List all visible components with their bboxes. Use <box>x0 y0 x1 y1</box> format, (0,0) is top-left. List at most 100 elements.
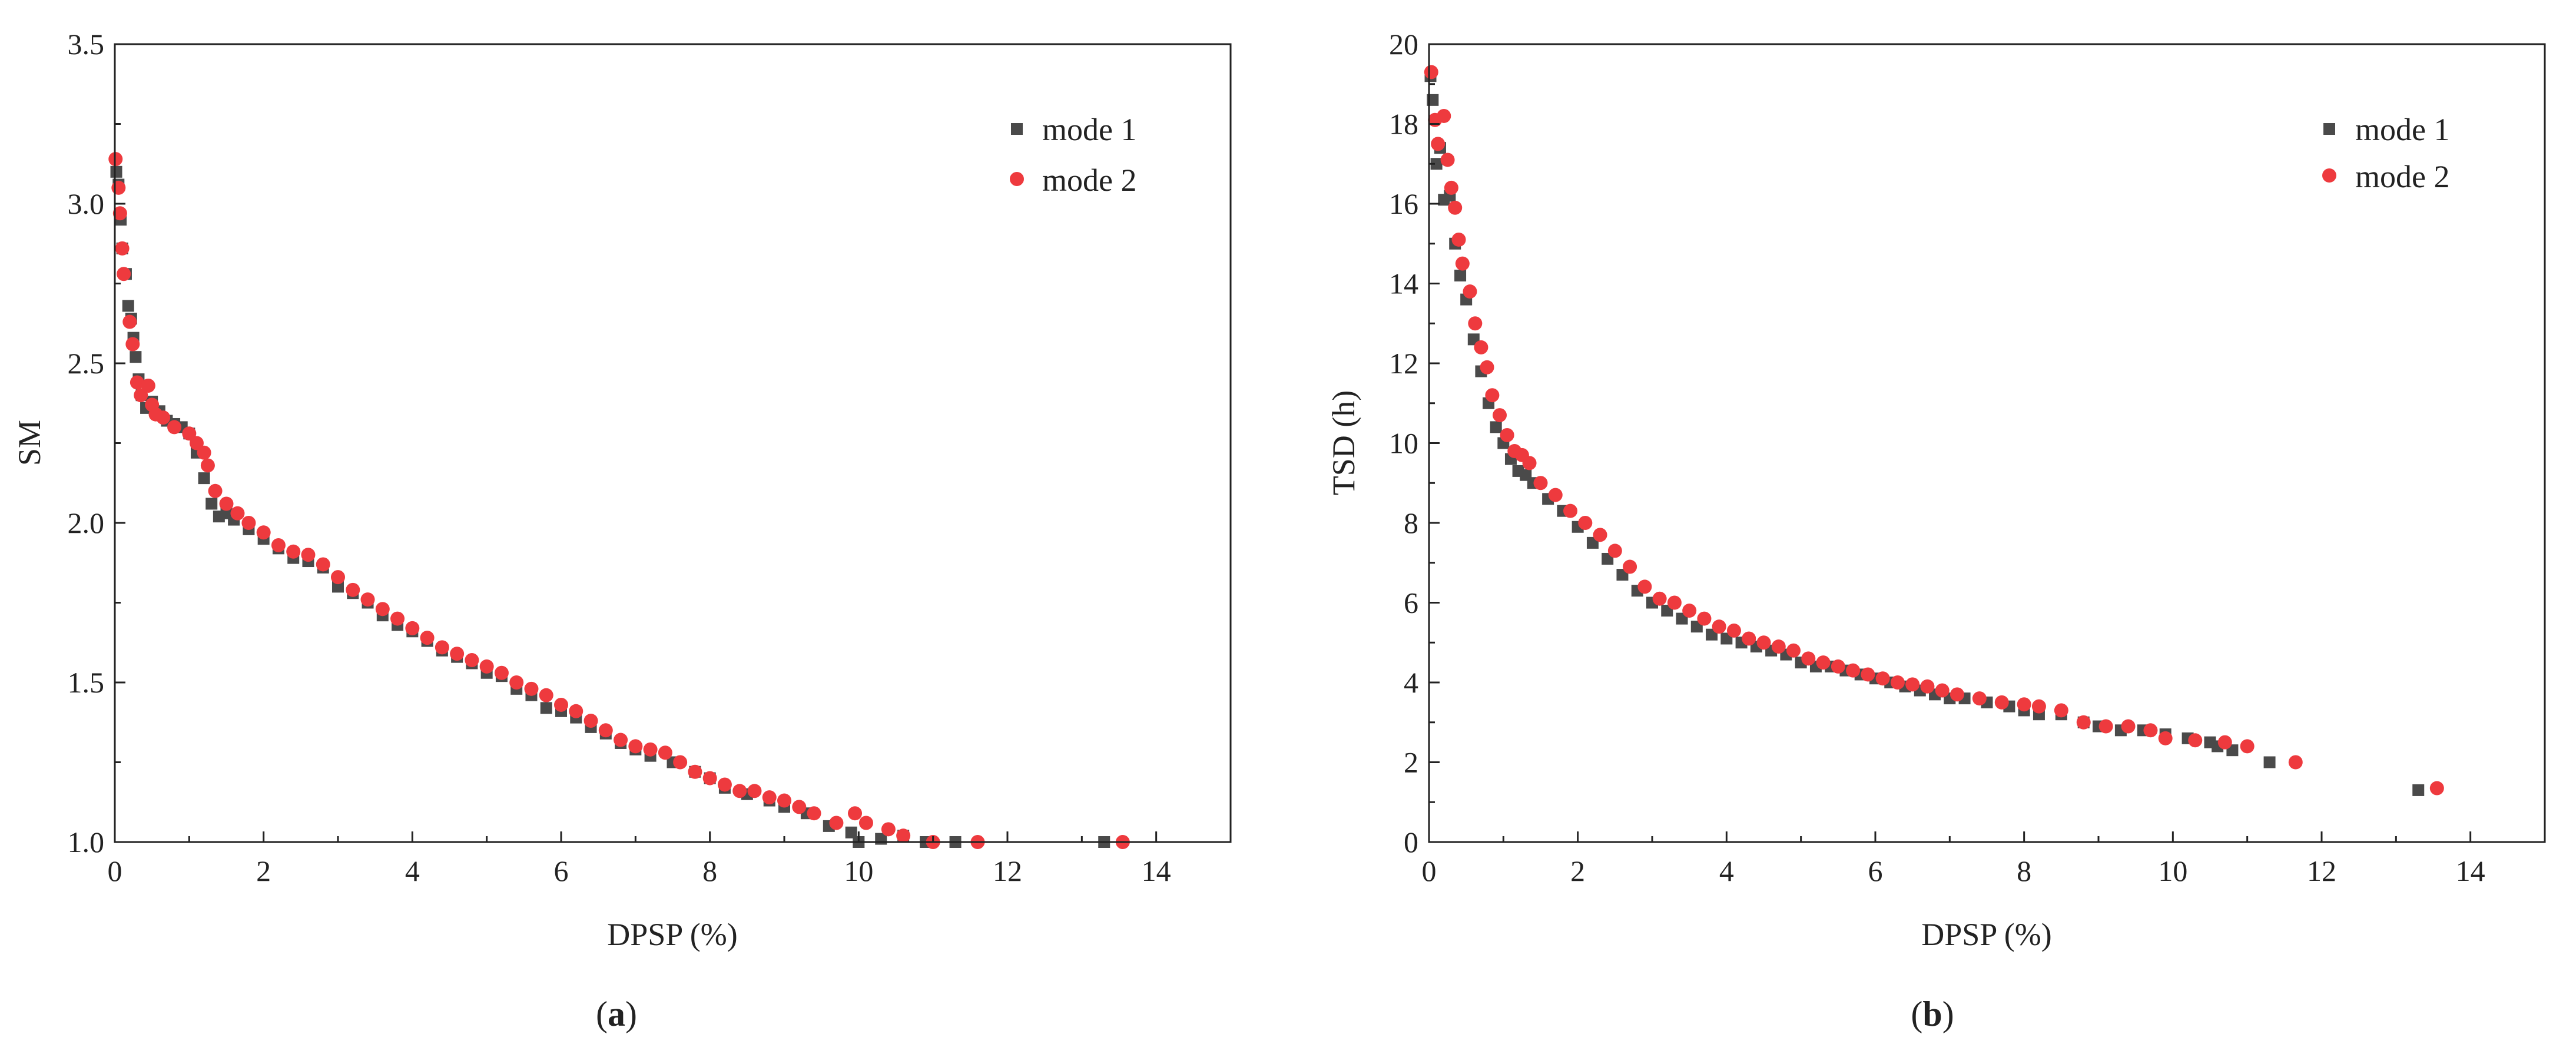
panel-a-mode2-point <box>465 653 479 668</box>
panel-b-mode2-point <box>1816 655 1831 670</box>
panel-a-x-tick-label: 4 <box>405 854 420 887</box>
panel-b-y-tick-label: 2 <box>1404 746 1418 779</box>
panel-a-legend-mode1-marker <box>1011 123 1023 135</box>
panel-b-mode2-point <box>2143 723 2158 738</box>
panel-a-mode2-point <box>167 420 182 435</box>
panel-b-mode2-point <box>1861 667 1875 682</box>
panel-a-x-tick-label: 2 <box>256 854 271 887</box>
panel-b-mode2-point <box>1786 643 1801 658</box>
panel-a-mode2-point <box>420 631 435 645</box>
panel-a-mode2-point <box>614 733 628 747</box>
panel-a-legend-mode1-label: mode 1 <box>1042 112 1136 147</box>
panel-a-mode2-point <box>792 800 807 814</box>
panel-a-legend: mode 1 mode 2 <box>1010 112 1136 198</box>
panel-a-mode2-point <box>539 688 553 702</box>
panel-b-mode1-point <box>1430 158 1443 170</box>
panel-b-mode2-point <box>1920 679 1935 694</box>
panel-b-mode2-point <box>1424 65 1438 79</box>
panel-a-mode2-point <box>182 426 197 441</box>
panel-b-mode1-point <box>2263 756 2276 768</box>
panel-a-mode2-point <box>117 267 131 281</box>
panel-a-mode2-point <box>316 557 330 572</box>
panel-b-x-tick-label: 8 <box>2017 854 2031 887</box>
panel-b-mode2-point <box>2217 735 2232 750</box>
panel-a-mode2-point <box>130 375 144 390</box>
panel-b-mode2-point <box>1652 591 1667 606</box>
panel-a-mode2-point <box>346 582 360 597</box>
panel-a-mode1-point <box>205 498 218 510</box>
panel-b-mode2-point <box>2240 739 2255 754</box>
panel-a-mode1-point <box>110 165 122 178</box>
panel-b-mode2-point <box>1451 232 1466 247</box>
panel-a-x-tick-label: 10 <box>844 854 873 887</box>
panel-a-mode2-point <box>848 806 863 821</box>
panel-b-mode2-point <box>1875 671 1890 686</box>
panel-a-y-tick-label: 2.5 <box>68 347 105 380</box>
panel-a-mode2-point <box>688 764 702 779</box>
panel-b-mode2-point <box>1712 619 1726 634</box>
panel-b-mode2-point <box>1474 340 1488 354</box>
panel-a-mode2-point <box>230 506 245 521</box>
panel-b-mode2-point <box>1682 604 1697 618</box>
panel-b-mode2-point <box>1890 675 1905 690</box>
panel-b-mode2-point <box>1437 108 1451 123</box>
panel-b-mode1-point <box>1454 269 1467 281</box>
panel-b-x-tick-label: 12 <box>2307 854 2336 887</box>
panel-a-mode2-point <box>554 697 568 712</box>
panel-a-mode2-point <box>390 611 405 626</box>
panel-a-x-tick-label: 0 <box>108 854 122 887</box>
panel-a-mode2-point <box>829 816 844 830</box>
panel-b-mode2-point <box>1431 137 1446 151</box>
panel-b-mode2-point <box>1607 543 1622 558</box>
panel-b-mode2-point <box>1994 695 2009 710</box>
panel-b-legend-mode2-label: mode 2 <box>2355 159 2449 194</box>
panel-b-plot-marks <box>1424 65 2444 796</box>
panel-a-plot-marks <box>108 152 1130 849</box>
panel-a-axis-ticks: 0 2 4 6 8 10 12 14 1.0 1.5 2.0 2.5 3.0 3.5 <box>68 28 1232 887</box>
panel-b-chart: 0 2 4 6 8 10 12 14 0 2 4 6 8 10 12 14 16 18 20 DPSP (%) TS… <box>1326 28 2546 1033</box>
panel-b-mode2-point <box>2076 715 2091 730</box>
panel-b-x-tick-label: 0 <box>1422 854 1437 887</box>
panel-a-mode2-point <box>807 806 821 821</box>
panel-a-y-tick-label: 1.0 <box>68 826 105 859</box>
panel-a-chart: 0 2 4 6 8 10 12 14 1.0 1.5 2.0 2.5 3.0 3.5 DPSP (%) S… <box>12 28 1232 1033</box>
panel-b-y-tick-label: 20 <box>1389 28 1418 61</box>
panel-b-caption: (b) <box>1911 995 1954 1033</box>
panel-a-mode2-point <box>241 516 256 530</box>
panel-b-mode2-point <box>1444 180 1458 195</box>
panel-b-mode2-point <box>1801 651 1816 666</box>
panel-b-mode2-point <box>1593 528 1607 542</box>
panel-a-mode2-point <box>732 784 747 798</box>
panel-b-y-axis-title: TSD (h) <box>1326 390 1361 495</box>
panel-a-mode2-point <box>673 755 688 770</box>
panel-a-mode2-point <box>115 241 130 256</box>
panel-a-mode2-point <box>717 777 732 792</box>
panel-b-mode2-point <box>1742 631 1756 646</box>
panel-b-y-tick-label: 12 <box>1389 347 1418 380</box>
panel-a-mode2-point <box>360 592 375 607</box>
panel-a-mode2-point <box>125 337 140 352</box>
panel-b-y-tick-label: 18 <box>1389 108 1418 141</box>
panel-b-mode2-point <box>1831 659 1845 674</box>
panel-b-y-tick-label: 6 <box>1404 586 1418 619</box>
panel-a-x-tick-label: 12 <box>993 854 1022 887</box>
panel-a-legend-mode2-label: mode 2 <box>1042 163 1136 198</box>
panel-a-mode2-point <box>524 681 539 696</box>
panel-b-mode2-point <box>1485 388 1500 403</box>
panel-a-mode2-point <box>494 665 509 680</box>
panel-a-x-tick-label: 14 <box>1142 854 1171 887</box>
panel-b-mode2-point <box>2054 703 2068 718</box>
panel-b-x-tick-label: 4 <box>1719 854 1734 887</box>
panel-a-mode2-point <box>301 548 316 562</box>
panel-b-legend: mode 1 mode 2 <box>2322 112 2449 194</box>
panel-a-mode2-point <box>256 525 271 540</box>
panel-b-mode2-point <box>1726 623 1741 638</box>
panel-b-mode2-point <box>2158 731 2173 745</box>
panel-b-mode2-point <box>1463 284 1477 299</box>
panel-b-y-tick-label: 14 <box>1389 267 1418 300</box>
panel-b-mode1-point <box>1490 421 1502 433</box>
panel-a-mode2-point <box>762 790 777 805</box>
panel-b-mode2-point <box>1440 153 1455 167</box>
panel-b-mode2-point <box>1480 360 1494 374</box>
panel-a-y-tick-label: 1.5 <box>68 666 105 699</box>
